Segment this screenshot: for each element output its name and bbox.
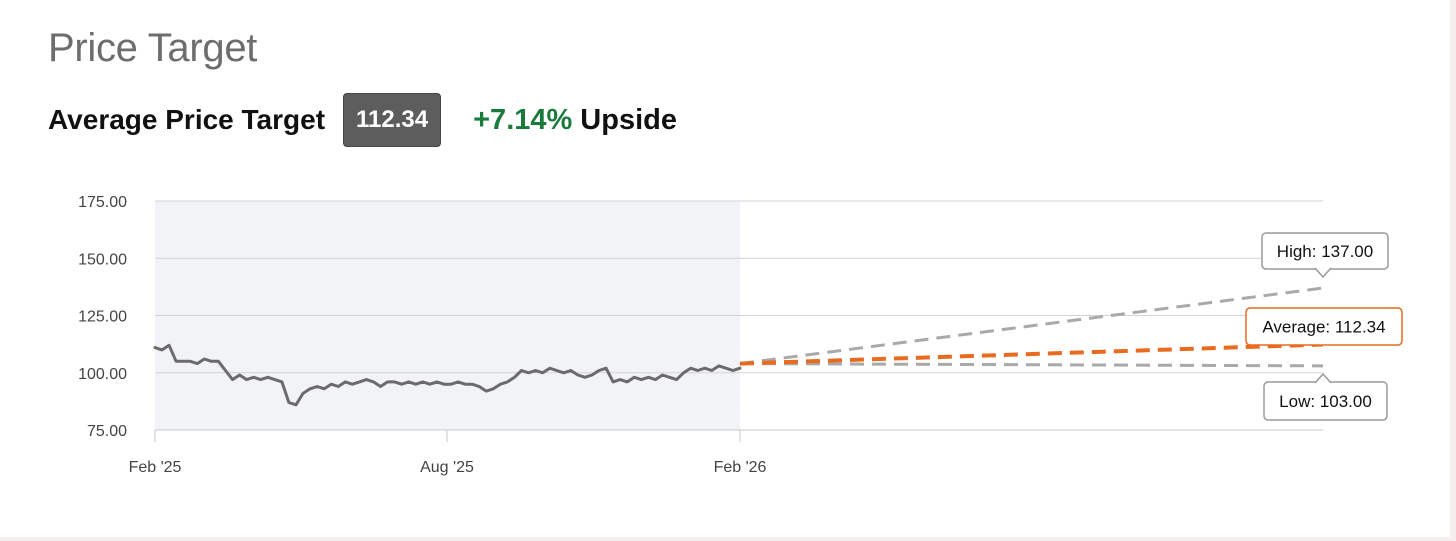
y-tick-label: 175.00 (78, 194, 127, 211)
average-target-label: Average Price Target (48, 104, 326, 135)
callout-box (1245, 307, 1403, 346)
forecast-callouts: High: 137.00 Average: 112.34 Low: 103.00 (1245, 232, 1403, 421)
x-axis: Feb '25 Aug '25 Feb '26 (129, 429, 1323, 476)
callout-label: Low: 103.00 (1279, 392, 1372, 411)
forecast-line-high (739, 286, 1324, 366)
y-tick-label: 150.00 (78, 251, 127, 268)
callout-pointer (1314, 372, 1332, 384)
callout-low: Low: 103.00 (1263, 372, 1388, 421)
callout-high: High: 137.00 (1261, 232, 1389, 279)
y-tick-label: 75.00 (87, 423, 127, 440)
average-target-badge: 112.34 (343, 93, 442, 147)
callout-pointer (1314, 267, 1332, 279)
y-tick-label: 100.00 (78, 366, 127, 383)
price-history-line (153, 343, 742, 407)
forecast-line-low (739, 362, 1324, 368)
average-target-row: Average Price Target 112.34 +7.14% Upside (48, 93, 677, 147)
forecast-lines (739, 286, 1324, 368)
forecast-line-average (739, 342, 1324, 366)
callout-label: Average: 112.34 (1262, 318, 1385, 337)
upside-value: +7.14% (473, 103, 573, 136)
x-tick-label: Feb '25 (129, 459, 182, 476)
x-tick-label: Feb '26 (714, 459, 767, 476)
y-tick-label: 125.00 (78, 309, 127, 326)
y-axis: 175.00 150.00 125.00 100.00 75.00 (78, 194, 127, 440)
page-title: Price Target (48, 26, 258, 70)
callout-label: High: 137.00 (1277, 242, 1373, 261)
upside-label: Upside (580, 103, 677, 136)
callout-average: Average: 112.34 (1245, 307, 1403, 346)
x-tick-label: Aug '25 (420, 459, 474, 476)
upside-indicator: +7.14% Upside (473, 104, 677, 137)
